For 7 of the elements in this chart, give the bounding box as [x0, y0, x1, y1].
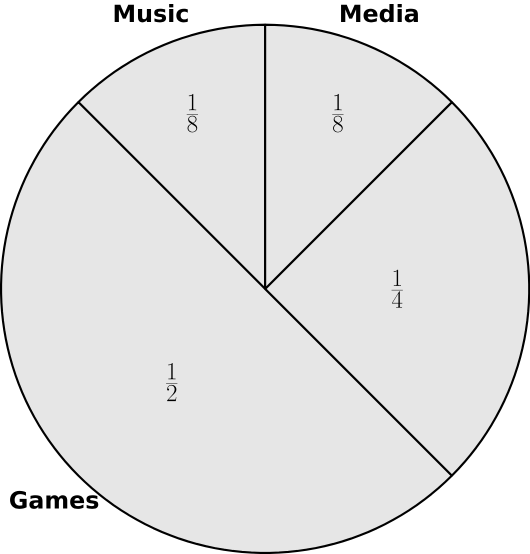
- data-label: $\frac{1}{8}$: [186, 94, 198, 132]
- slice-label: Music: [114, 4, 188, 22]
- data-label: $\frac{1}{8}$: [332, 94, 344, 132]
- slice-label: Media: [340, 4, 418, 22]
- data-label: $\frac{1}{2}$: [166, 363, 178, 402]
- slice-label: Games: [10, 490, 98, 509]
- data-label: $\frac{1}{4}$: [391, 270, 403, 308]
